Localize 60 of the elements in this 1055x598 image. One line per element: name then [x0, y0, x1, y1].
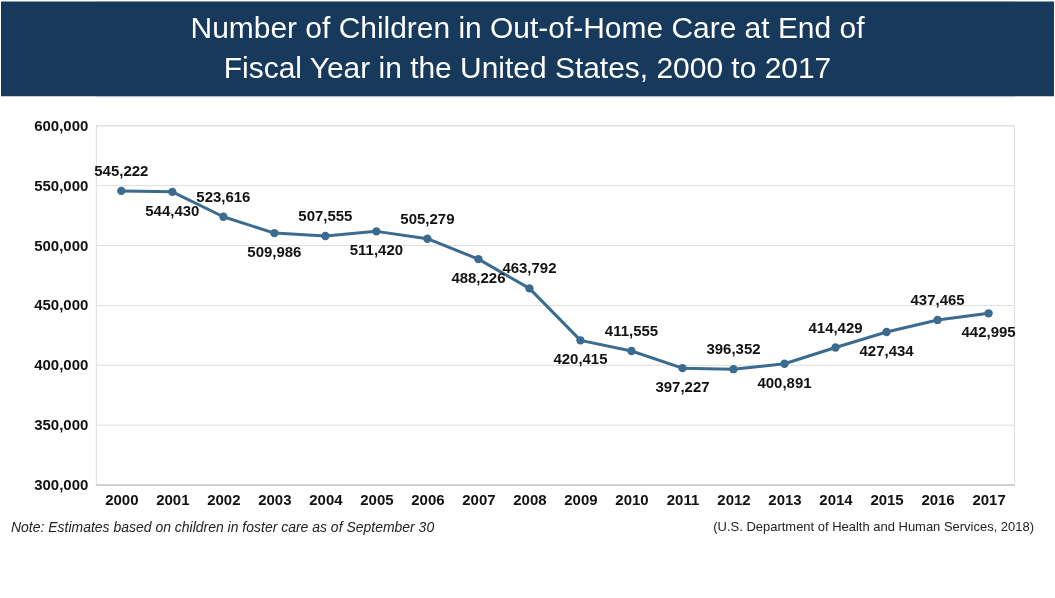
data-label: 505,279: [400, 209, 455, 227]
y-tick-label: 300,000: [34, 476, 89, 494]
y-tick-label: 400,000: [34, 356, 89, 374]
data-label: 414,429: [808, 318, 863, 336]
point: [729, 365, 738, 374]
point: [882, 327, 891, 337]
x-tick-label: 2011: [666, 491, 700, 509]
point: [678, 363, 687, 373]
y-tick-label: 450,000: [34, 296, 89, 314]
x-tick-label: 2014: [819, 491, 854, 509]
data-label: 507,555: [298, 207, 353, 225]
data-label: 427,434: [859, 341, 915, 359]
point: [270, 228, 279, 238]
point: [474, 254, 483, 264]
data-label: 545,222: [94, 161, 149, 179]
data-label: 397,227: [655, 378, 710, 396]
point: [780, 359, 789, 368]
point: [219, 212, 228, 221]
data-label: 511,420: [349, 241, 404, 259]
point: [831, 343, 840, 352]
y-tick-label: 500,000: [34, 236, 89, 254]
point: [627, 346, 636, 356]
x-tick-label: 2005: [360, 491, 394, 509]
x-tick-label: 2009: [564, 491, 598, 509]
x-tick-label: 2004: [309, 491, 344, 509]
x-tick-label: 2015: [870, 491, 904, 509]
point: [117, 186, 126, 196]
point: [372, 227, 381, 236]
point: [423, 234, 432, 243]
chart-title: Number of Children in Out-of-Home Care at End of Fiscal Year in the United States, 2000 to 2017: [190, 11, 866, 85]
x-tick-label: 2001: [156, 491, 190, 509]
x-tick-label: 2016: [921, 491, 955, 509]
y-tick-label: 600,000: [34, 116, 89, 134]
data-label: 442,995: [961, 323, 1016, 341]
x-tick-label: 2012: [717, 491, 751, 509]
y-tick-label: 550,000: [34, 176, 89, 194]
data-label: 411,555: [604, 322, 659, 340]
x-tick-label: 2017: [972, 491, 1006, 509]
x-tick-label: 2002: [207, 491, 241, 509]
x-tick-label: 2003: [258, 491, 292, 509]
data-label: 396,352: [706, 340, 761, 358]
data-label: 420,415: [553, 350, 608, 368]
x-tick-label: 2013: [768, 491, 802, 509]
point: [168, 187, 177, 196]
point: [525, 284, 534, 293]
x-tick-label: 2006: [411, 491, 445, 509]
point: [321, 231, 330, 241]
point: [576, 336, 585, 345]
point: [984, 309, 993, 318]
x-tick-label: 2000: [105, 491, 139, 509]
point: [933, 315, 942, 325]
data-label: 400,891: [757, 373, 812, 391]
text: Note: Estimates based on children in foster care as of September 30: [10, 518, 435, 535]
x-tick-label: 2007: [462, 491, 496, 509]
data-label: 509,986: [247, 243, 302, 261]
data-label: 437,465: [910, 290, 965, 308]
text: (U.S. Department of Health and Human Services, 2018): [713, 518, 1035, 534]
x-tick-label: 2008: [513, 491, 547, 509]
x-tick-label: 2010: [615, 491, 649, 509]
y-tick-label: 350,000: [34, 416, 89, 434]
